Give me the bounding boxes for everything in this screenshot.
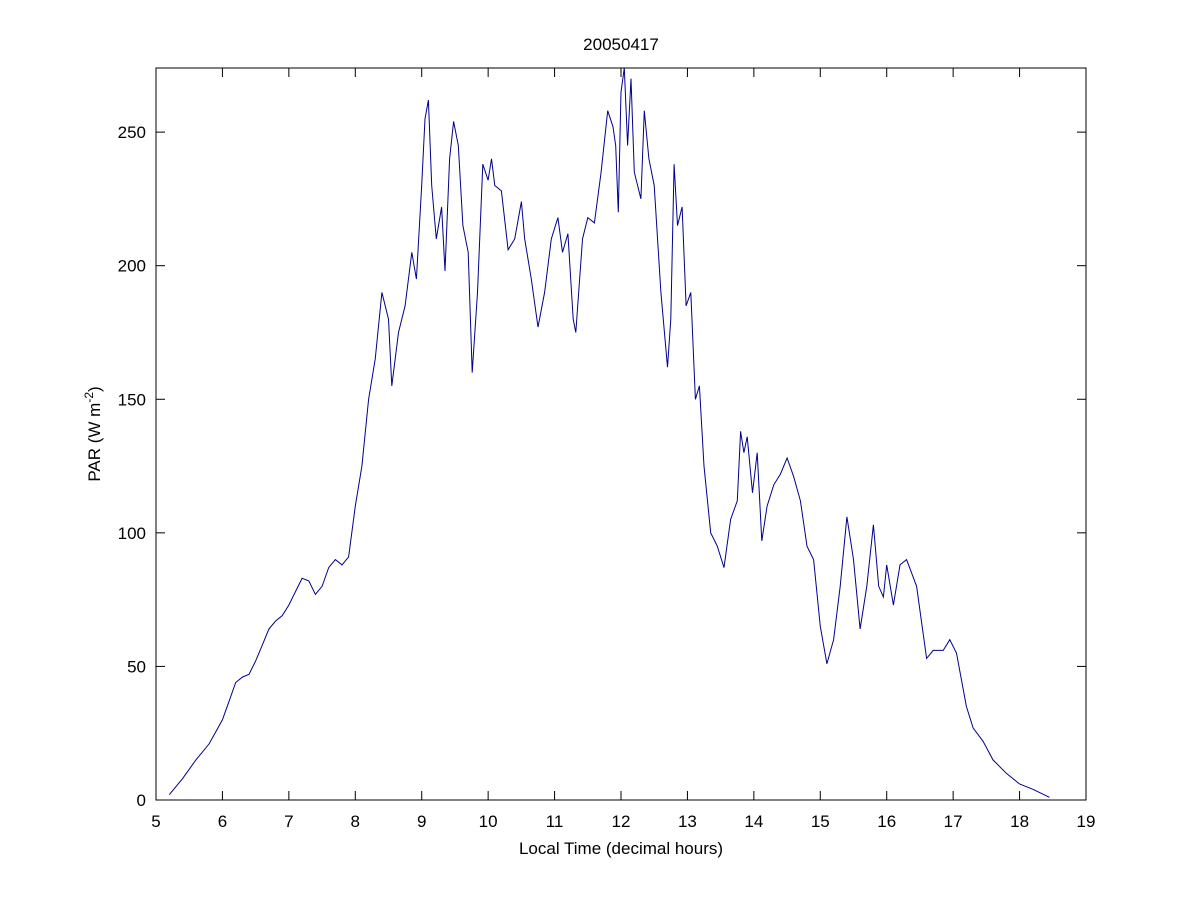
x-tick-label: 11	[546, 812, 564, 831]
y-label-sup: -2	[82, 392, 96, 403]
y-tick-label: 0	[137, 791, 146, 810]
data-line	[168, 67, 1050, 798]
y-tick-label: 100	[118, 524, 146, 543]
y-label-text: PAR (W m	[85, 403, 104, 482]
x-tick-label: 15	[811, 812, 830, 831]
x-tick-label: 14	[744, 812, 763, 831]
x-axis-label: Local Time (decimal hours)	[519, 839, 723, 858]
x-tick-label: 16	[877, 812, 896, 831]
y-axis-label: PAR (W m-2)	[82, 386, 104, 481]
x-tick-label: 9	[417, 812, 426, 831]
x-tick-label: 8	[351, 812, 360, 831]
x-tick-label: 6	[218, 812, 227, 831]
x-tick-label: 17	[944, 812, 963, 831]
x-tick-label: 13	[678, 812, 697, 831]
y-tick-label: 50	[127, 657, 146, 676]
x-tick-label: 18	[1010, 812, 1029, 831]
x-tick-label: 12	[612, 812, 631, 831]
x-tick-label: 19	[1077, 812, 1096, 831]
x-tick-label: 10	[479, 812, 498, 831]
x-tick-label: 5	[151, 812, 160, 831]
y-label-suffix: )	[85, 386, 104, 392]
y-tick-label: 200	[118, 257, 146, 276]
y-tick-label: 250	[118, 123, 146, 142]
x-tick-label: 7	[284, 812, 293, 831]
chart-title: 20050417	[583, 35, 659, 54]
y-tick-label: 150	[118, 390, 146, 409]
